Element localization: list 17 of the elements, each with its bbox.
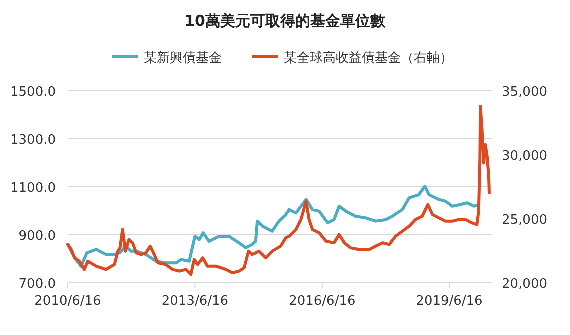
chart-title: 10萬美元可取得的基金單位數 bbox=[184, 12, 386, 30]
x-tick-label: 2010/6/16 bbox=[34, 294, 102, 309]
legend-label: 某新興債基金 bbox=[144, 51, 222, 66]
x-tick-label: 2019/6/16 bbox=[416, 294, 483, 309]
y-tick-label: 1300.0 bbox=[10, 133, 56, 148]
line-series bbox=[66, 105, 491, 276]
y2-tick-label: 30,000 bbox=[502, 149, 548, 164]
y-tick-label: 900.0 bbox=[18, 229, 56, 244]
legend-label: 某全球高收益債基金（右軸） bbox=[284, 50, 453, 66]
y2-tick-label: 25,000 bbox=[502, 213, 548, 228]
y2-tick-label: 20,000 bbox=[502, 277, 548, 292]
y-tick-label: 1100.0 bbox=[10, 181, 56, 196]
x-tick-label: 2016/6/16 bbox=[289, 294, 356, 309]
y-tick-label: 1500.0 bbox=[10, 85, 56, 100]
x-tick-label: 2013/6/16 bbox=[162, 294, 229, 309]
y-tick-label: 700.0 bbox=[18, 277, 56, 292]
y2-tick-label: 35,000 bbox=[502, 85, 548, 100]
